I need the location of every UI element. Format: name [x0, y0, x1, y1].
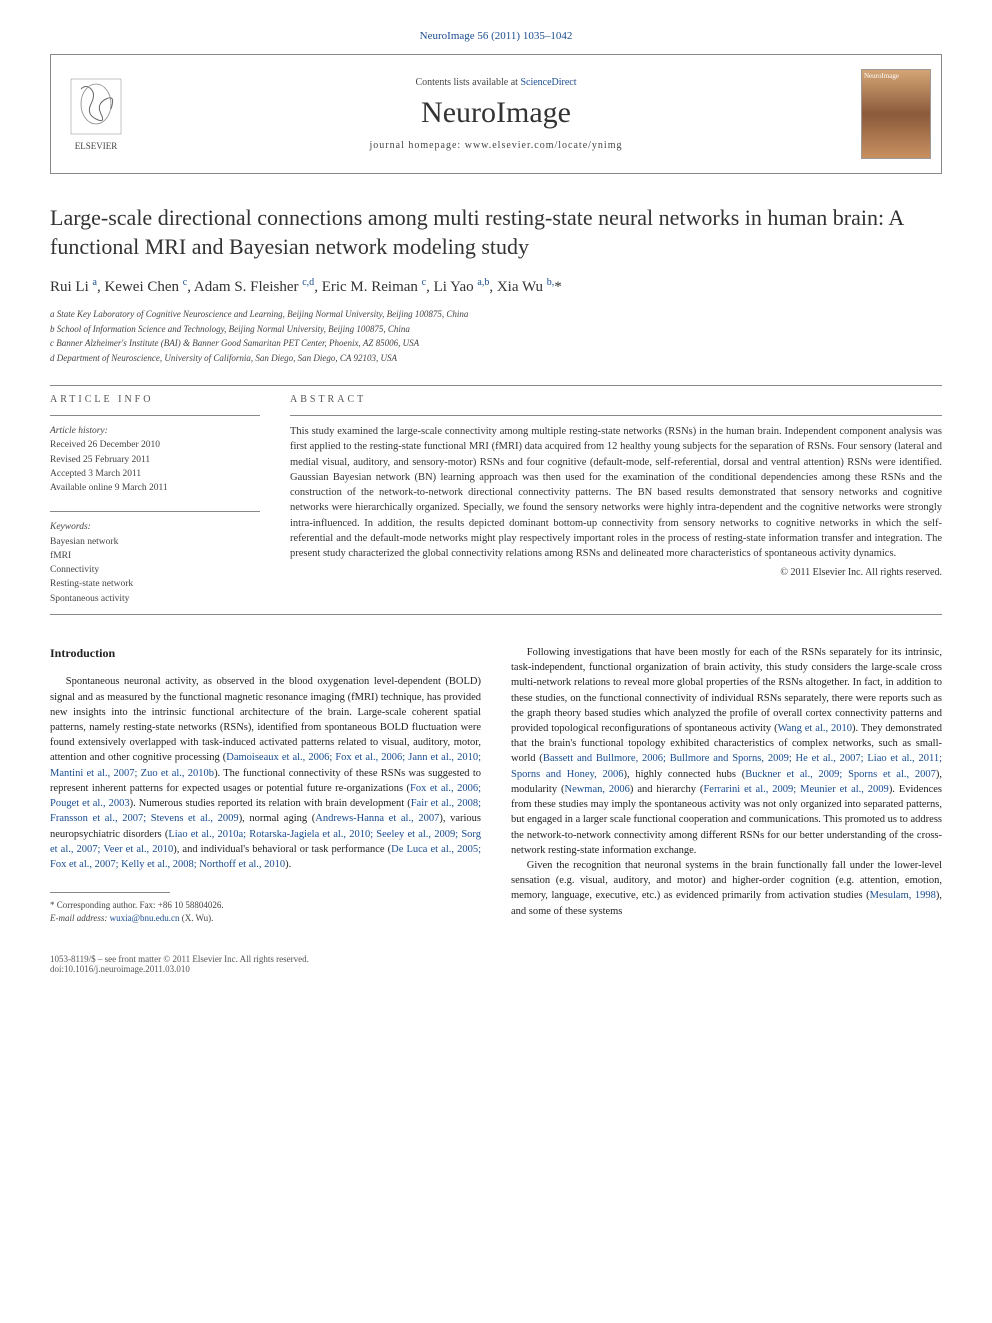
text-run: ) and hierarchy ( — [630, 784, 704, 795]
text-run: ). — [285, 859, 291, 870]
rule-abstract — [290, 415, 942, 416]
body-columns: Introduction Spontaneous neuronal activi… — [50, 645, 942, 924]
article-title: Large-scale directional connections amon… — [50, 204, 942, 261]
body-col-right: Following investigations that have been … — [511, 645, 942, 924]
corresponding-footnote: * Corresponding author. Fax: +86 10 5880… — [50, 899, 481, 924]
header-center: Contents lists available at ScienceDirec… — [141, 55, 851, 173]
corr-email-line: E-mail address: wuxia@bnu.edu.cn (X. Wu)… — [50, 912, 481, 925]
text-run: Following investigations that have been … — [511, 647, 942, 734]
history-label: Article history: — [50, 424, 260, 438]
col2-paragraph-2: Given the recognition that neuronal syst… — [511, 858, 942, 919]
body-col-left: Introduction Spontaneous neuronal activi… — [50, 645, 481, 924]
copyright-line: © 2011 Elsevier Inc. All rights reserved… — [290, 567, 942, 578]
col2-paragraph-1: Following investigations that have been … — [511, 645, 942, 858]
affiliations: a State Key Laboratory of Cognitive Neur… — [50, 308, 942, 365]
elsevier-logo: ELSEVIER — [51, 55, 141, 173]
footnote-rule — [50, 892, 170, 893]
keywords: Keywords: Bayesian network fMRI Connecti… — [50, 520, 260, 606]
abstract-text: This study examined the large-scale conn… — [290, 424, 942, 561]
citation-link[interactable]: Buckner et al., 2009; Sporns et al., 200… — [745, 769, 936, 780]
email-label: E-mail address: — [50, 913, 107, 923]
email-link[interactable]: wuxia@bnu.edu.cn — [110, 913, 180, 923]
history-received: Received 26 December 2010 — [50, 438, 260, 452]
history-online: Available online 9 March 2011 — [50, 481, 260, 495]
keyword-item: Bayesian network — [50, 535, 260, 549]
history-revised: Revised 25 February 2011 — [50, 453, 260, 467]
contents-available: Contents lists available at ScienceDirec… — [415, 77, 576, 88]
authors-line: Rui Li a, Kewei Chen c, Adam S. Fleisher… — [50, 277, 942, 296]
affiliation-d: d Department of Neuroscience, University… — [50, 352, 942, 366]
rule-info — [50, 415, 260, 416]
citation-link[interactable]: Mesulam, 1998 — [870, 890, 936, 901]
journal-homepage: journal homepage: www.elsevier.com/locat… — [370, 140, 623, 151]
contents-prefix: Contents lists available at — [415, 77, 520, 88]
text-run: ), highly connected hubs ( — [623, 769, 745, 780]
keyword-item: Connectivity — [50, 563, 260, 577]
history-accepted: Accepted 3 March 2011 — [50, 467, 260, 481]
intro-paragraph-1: Spontaneous neuronal activity, as observ… — [50, 674, 481, 872]
journal-header: ELSEVIER Contents lists available at Sci… — [50, 54, 942, 174]
homepage-prefix: journal homepage: — [370, 140, 465, 151]
page-footer: 1053-8119/$ – see front matter © 2011 El… — [50, 954, 942, 974]
journal-cover-thumb — [851, 55, 941, 173]
footer-issn: 1053-8119/$ – see front matter © 2011 El… — [50, 954, 309, 964]
citation-link[interactable]: Newman, 2006 — [564, 784, 629, 795]
rule-top — [50, 385, 942, 386]
affiliation-a: a State Key Laboratory of Cognitive Neur… — [50, 308, 942, 322]
text-run: ). Numerous studies reported its relatio… — [130, 798, 411, 809]
keyword-item: Resting-state network — [50, 577, 260, 591]
citation-link[interactable]: Wang et al., 2010 — [778, 723, 852, 734]
text-run: Spontaneous neuronal activity, as observ… — [50, 676, 481, 763]
email-who: (X. Wu). — [182, 913, 214, 923]
corr-author: * Corresponding author. Fax: +86 10 5880… — [50, 899, 481, 912]
keyword-item: Spontaneous activity — [50, 592, 260, 606]
rule-keywords — [50, 511, 260, 512]
affiliation-c: c Banner Alzheimer's Institute (BAI) & B… — [50, 337, 942, 351]
article-history: Article history: Received 26 December 20… — [50, 424, 260, 495]
svg-text:ELSEVIER: ELSEVIER — [75, 141, 118, 151]
text-run: ), normal aging ( — [239, 813, 316, 824]
sciencedirect-link[interactable]: ScienceDirect — [520, 77, 576, 88]
article-info-label: ARTICLE INFO — [50, 394, 260, 405]
journal-name: NeuroImage — [421, 96, 571, 130]
citation-link[interactable]: Andrews-Hanna et al., 2007 — [315, 813, 439, 824]
homepage-url: www.elsevier.com/locate/ynimg — [465, 140, 623, 151]
keyword-item: fMRI — [50, 549, 260, 563]
citation-link[interactable]: Ferrarini et al., 2009; Meunier et al., … — [703, 784, 888, 795]
rule-bottom — [50, 614, 942, 615]
abstract-col: ABSTRACT This study examined the large-s… — [290, 394, 942, 606]
intro-heading: Introduction — [50, 645, 481, 662]
article-info-col: ARTICLE INFO Article history: Received 2… — [50, 394, 260, 606]
affiliation-b: b School of Information Science and Tech… — [50, 323, 942, 337]
info-abstract-row: ARTICLE INFO Article history: Received 2… — [50, 394, 942, 606]
abstract-label: ABSTRACT — [290, 394, 942, 405]
keywords-label: Keywords: — [50, 520, 260, 534]
footer-left: 1053-8119/$ – see front matter © 2011 El… — [50, 954, 309, 974]
footer-doi: doi:10.1016/j.neuroimage.2011.03.010 — [50, 964, 309, 974]
text-run: ), and individual's behavioral or task p… — [173, 844, 391, 855]
journal-reference: NeuroImage 56 (2011) 1035–1042 — [50, 30, 942, 42]
